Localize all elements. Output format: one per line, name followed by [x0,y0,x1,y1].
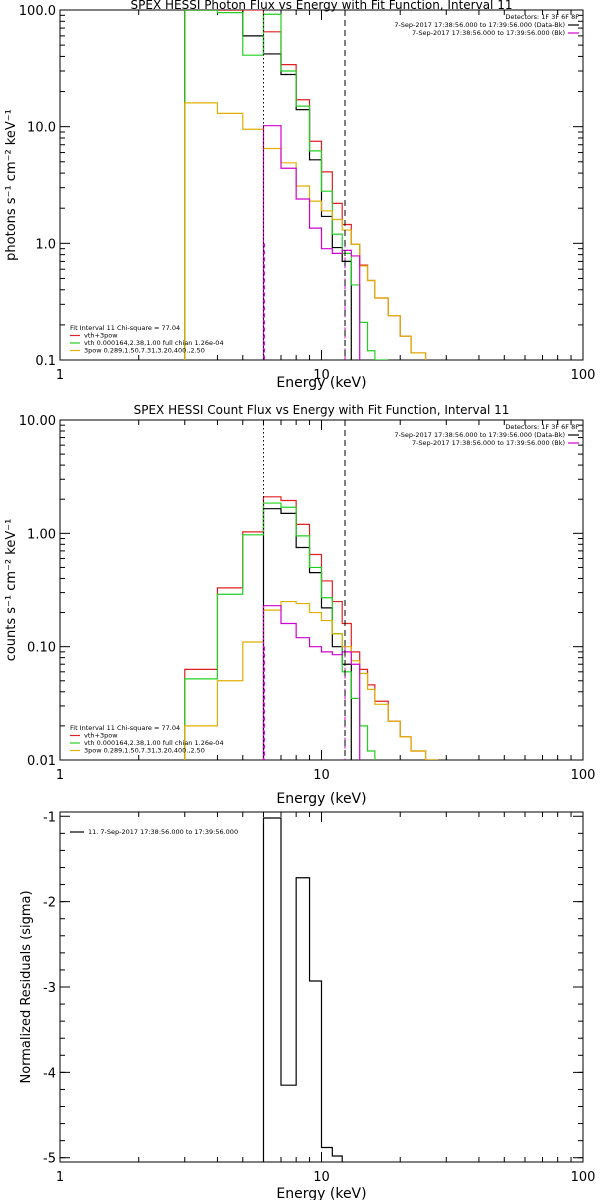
chart-title: SPEX HESSI Count Flux vs Energy with Fit… [134,403,510,417]
fit-legend-entry: 3pow 0.289,1.50,7.31,3.20,400.,2.50 [84,347,205,355]
fit-legend-entry: 3pow 0.289,1.50,7.31,3.20,400.,2.50 [84,747,205,755]
x-tick-label: 10 [313,368,330,383]
y-tick-label: -2 [43,896,56,911]
chart-panel-3: 1 10 100 -5 -4 -3 -2 -1 Energy (keV) Normalized R… [19,810,595,1200]
x-tick-label: 100 [571,368,596,383]
y-tick-label: -5 [43,1152,56,1167]
series-group [184,10,427,360]
legend-entry-label: 11. 7-Sep-2017 17:38:56.000 to 17:39:56.… [88,828,238,836]
series-yellow [184,600,439,760]
series-group [184,496,439,760]
y-tick-label: 10.0 [27,121,56,136]
y-axis-label: photons s⁻¹ cm⁻² keV⁻¹ [4,109,19,261]
x-tick-label: 10 [313,768,330,783]
series-red [184,10,427,360]
x-axis-label: Energy (keV) [276,375,366,391]
y-axis-label: counts s⁻¹ cm⁻² keV⁻¹ [4,519,19,662]
x-tick-label: 1 [56,368,64,383]
fit-legend-entry: vth+3pow [84,332,118,340]
legend-header: Detectors: 1F 3F 6F 8F [505,13,579,21]
y-tick-label: 0.01 [27,754,56,769]
fit-legend-entry: vth 0.000164,2.38,1.00 full chian 1.26e-… [84,339,224,347]
y-tick-label: 0.10 [27,641,56,656]
y-tick-label: -4 [43,1066,56,1081]
chart-title: SPEX HESSI Photon Flux vs Energy with Fi… [131,0,513,12]
x-axis-label: Energy (keV) [276,1186,366,1200]
y-tick-label: 1.0 [35,237,56,252]
series-black [262,817,343,1162]
series-green [184,502,376,760]
y-tick-label: 10.00 [19,414,56,429]
legend-entry-label: 7-Sep-2017 17:38:56.000 to 17:39:56.000 … [394,21,565,29]
x-tick-label: 10 [313,1170,330,1185]
series-red [184,496,439,760]
series-magenta [262,605,361,760]
legend-header: Detectors: 1F 3F 6F 8F [505,423,579,431]
y-tick-label: -1 [43,810,56,825]
fit-legend-entry: vth 0.000164,2.38,1.00 full chian 1.26e-… [84,739,224,747]
x-tick-label: 1 [56,1170,64,1185]
chart-panel-1: 1 10 100 0.1 1.0 10.0 100.0 SPEX HESSI Photon F… [4,0,595,391]
y-tick-label: 100.0 [19,4,56,19]
series-green [184,10,389,360]
y-tick-label: 0.1 [35,354,56,369]
series-yellow [184,102,427,360]
fit-legend-header: Fit Interval 11 Chi-square = 77.04 [70,724,180,732]
series-group [262,817,343,1162]
x-axis-label: Energy (keV) [276,791,366,807]
chart-panel-2: 1 10 100 0.01 0.10 1.00 10.00 SPEX HESSI Count … [4,403,595,807]
y-axis-label: Normalized Residuals (sigma) [19,890,34,1083]
fit-legend-header: Fit Interval 11 Chi-square = 77.04 [70,324,180,332]
legend-entry-label: 7-Sep-2017 17:38:56.000 to 17:39:56.000 … [412,29,565,37]
series-black [184,10,352,360]
x-tick-label: 1 [56,768,64,783]
series-magenta [262,125,361,360]
y-tick-label: 1.00 [27,527,56,542]
x-tick-label: 100 [571,768,596,783]
legend-entry-label: 7-Sep-2017 17:38:56.000 to 17:39:56.000 … [412,439,565,447]
fit-legend-entry: vth+3pow [84,732,118,740]
legend-entry-label: 7-Sep-2017 17:38:56.000 to 17:39:56.000 … [394,431,565,439]
x-tick-label: 100 [571,1170,596,1185]
y-tick-label: -3 [43,981,56,996]
